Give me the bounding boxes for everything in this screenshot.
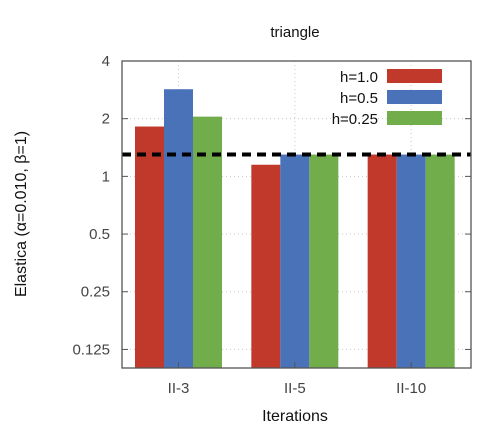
bar: [309, 154, 339, 368]
x-tick-label: II-5: [284, 380, 306, 397]
y-tick-label: 0.125: [72, 341, 110, 358]
y-tick-label: 2: [102, 111, 110, 128]
legend-label: h=0.5: [340, 90, 378, 107]
y-tick-label: 0.25: [81, 284, 110, 301]
bar: [251, 164, 281, 368]
y-axis-ticks: 0.125 0.25 0.5 1 2 4: [72, 53, 471, 358]
bar: [135, 126, 164, 368]
y-tick-label: 0.5: [89, 226, 110, 243]
bar: [193, 116, 222, 369]
plot-frame: [121, 60, 472, 369]
x-axis-ticks: II-3 II-5 II-10: [168, 362, 426, 397]
legend-swatch: [387, 111, 442, 125]
x-axis-label: Iterations: [262, 408, 328, 425]
bar: [280, 154, 310, 368]
bar: [425, 154, 455, 368]
legend-swatch: [387, 69, 442, 83]
bar: [396, 154, 426, 368]
bars: [135, 89, 455, 369]
x-tick-label: II-10: [396, 380, 426, 397]
y-tick-label: 4: [102, 53, 110, 70]
chart-title: triangle: [270, 24, 319, 41]
bar: [367, 154, 397, 368]
legend-label: h=1.0: [340, 69, 378, 86]
bar: [164, 89, 193, 369]
y-tick-label: 1: [102, 168, 110, 185]
legend-label: h=0.25: [332, 111, 378, 128]
legend: h=1.0 h=0.5 h=0.25: [332, 69, 442, 128]
x-tick-label: II-3: [168, 380, 190, 397]
y-axis-label: Elastica (α=0.010, β=1): [13, 131, 30, 297]
legend-swatch: [387, 90, 442, 104]
